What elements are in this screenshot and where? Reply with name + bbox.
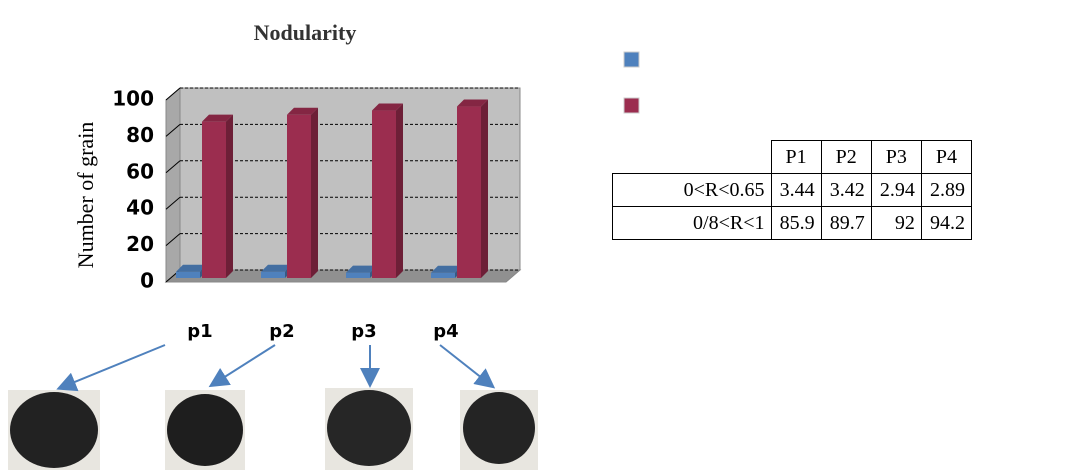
table-cell: P3 (871, 141, 921, 174)
bar-side (396, 104, 403, 278)
bar (202, 115, 233, 278)
bar (287, 108, 318, 278)
x-tick-label: p1 (187, 321, 212, 342)
bar-front (176, 272, 200, 278)
x-tick-label: p4 (433, 321, 458, 342)
table-cell: 0<R<0.65 (613, 174, 772, 207)
y-tick-label: 40 (126, 196, 154, 220)
table-cell: 92 (871, 207, 921, 240)
bar-front (431, 273, 455, 278)
table-cell: P4 (921, 141, 971, 174)
table-cell: P2 (821, 141, 871, 174)
bar-front (372, 111, 396, 278)
y-tick-label: 0 (140, 269, 154, 293)
y-axis-label: Number of grain (73, 122, 98, 269)
bar-front (346, 273, 370, 278)
bar (457, 100, 488, 278)
table-cell: 3.42 (821, 174, 871, 207)
bar-front (457, 107, 481, 278)
table-cell: 94.2 (921, 207, 971, 240)
chart-title: Nodularity (254, 20, 357, 45)
legend-swatch (624, 98, 639, 113)
page: {"chart_data": {"type": "bar", "title": … (0, 0, 1072, 473)
bar-side (226, 115, 233, 278)
bar-side (481, 100, 488, 278)
bar-front (287, 115, 311, 278)
table-cell (613, 141, 772, 174)
y-tick-label: 20 (126, 232, 154, 256)
y-tick-label: 60 (126, 159, 154, 183)
bar (372, 104, 403, 278)
table-cell: 3.44 (771, 174, 821, 207)
table-cell: P1 (771, 141, 821, 174)
table-cell: 89.7 (821, 207, 871, 240)
y-tick-label: 100 (112, 87, 154, 111)
legend-swatch (624, 52, 639, 67)
y-tick-label: 80 (126, 123, 154, 147)
x-tick-label: p2 (269, 321, 294, 342)
bar-front (261, 272, 285, 278)
table-cell: 0/8<R<1 (613, 207, 772, 240)
table-cell: 85.9 (771, 207, 821, 240)
table-cell: 2.94 (871, 174, 921, 207)
table-cell: 2.89 (921, 174, 971, 207)
bar-front (202, 122, 226, 278)
x-tick-label: p3 (351, 321, 376, 342)
side-wall (166, 88, 180, 282)
bar-side (311, 108, 318, 278)
nodule-images (8, 345, 538, 470)
